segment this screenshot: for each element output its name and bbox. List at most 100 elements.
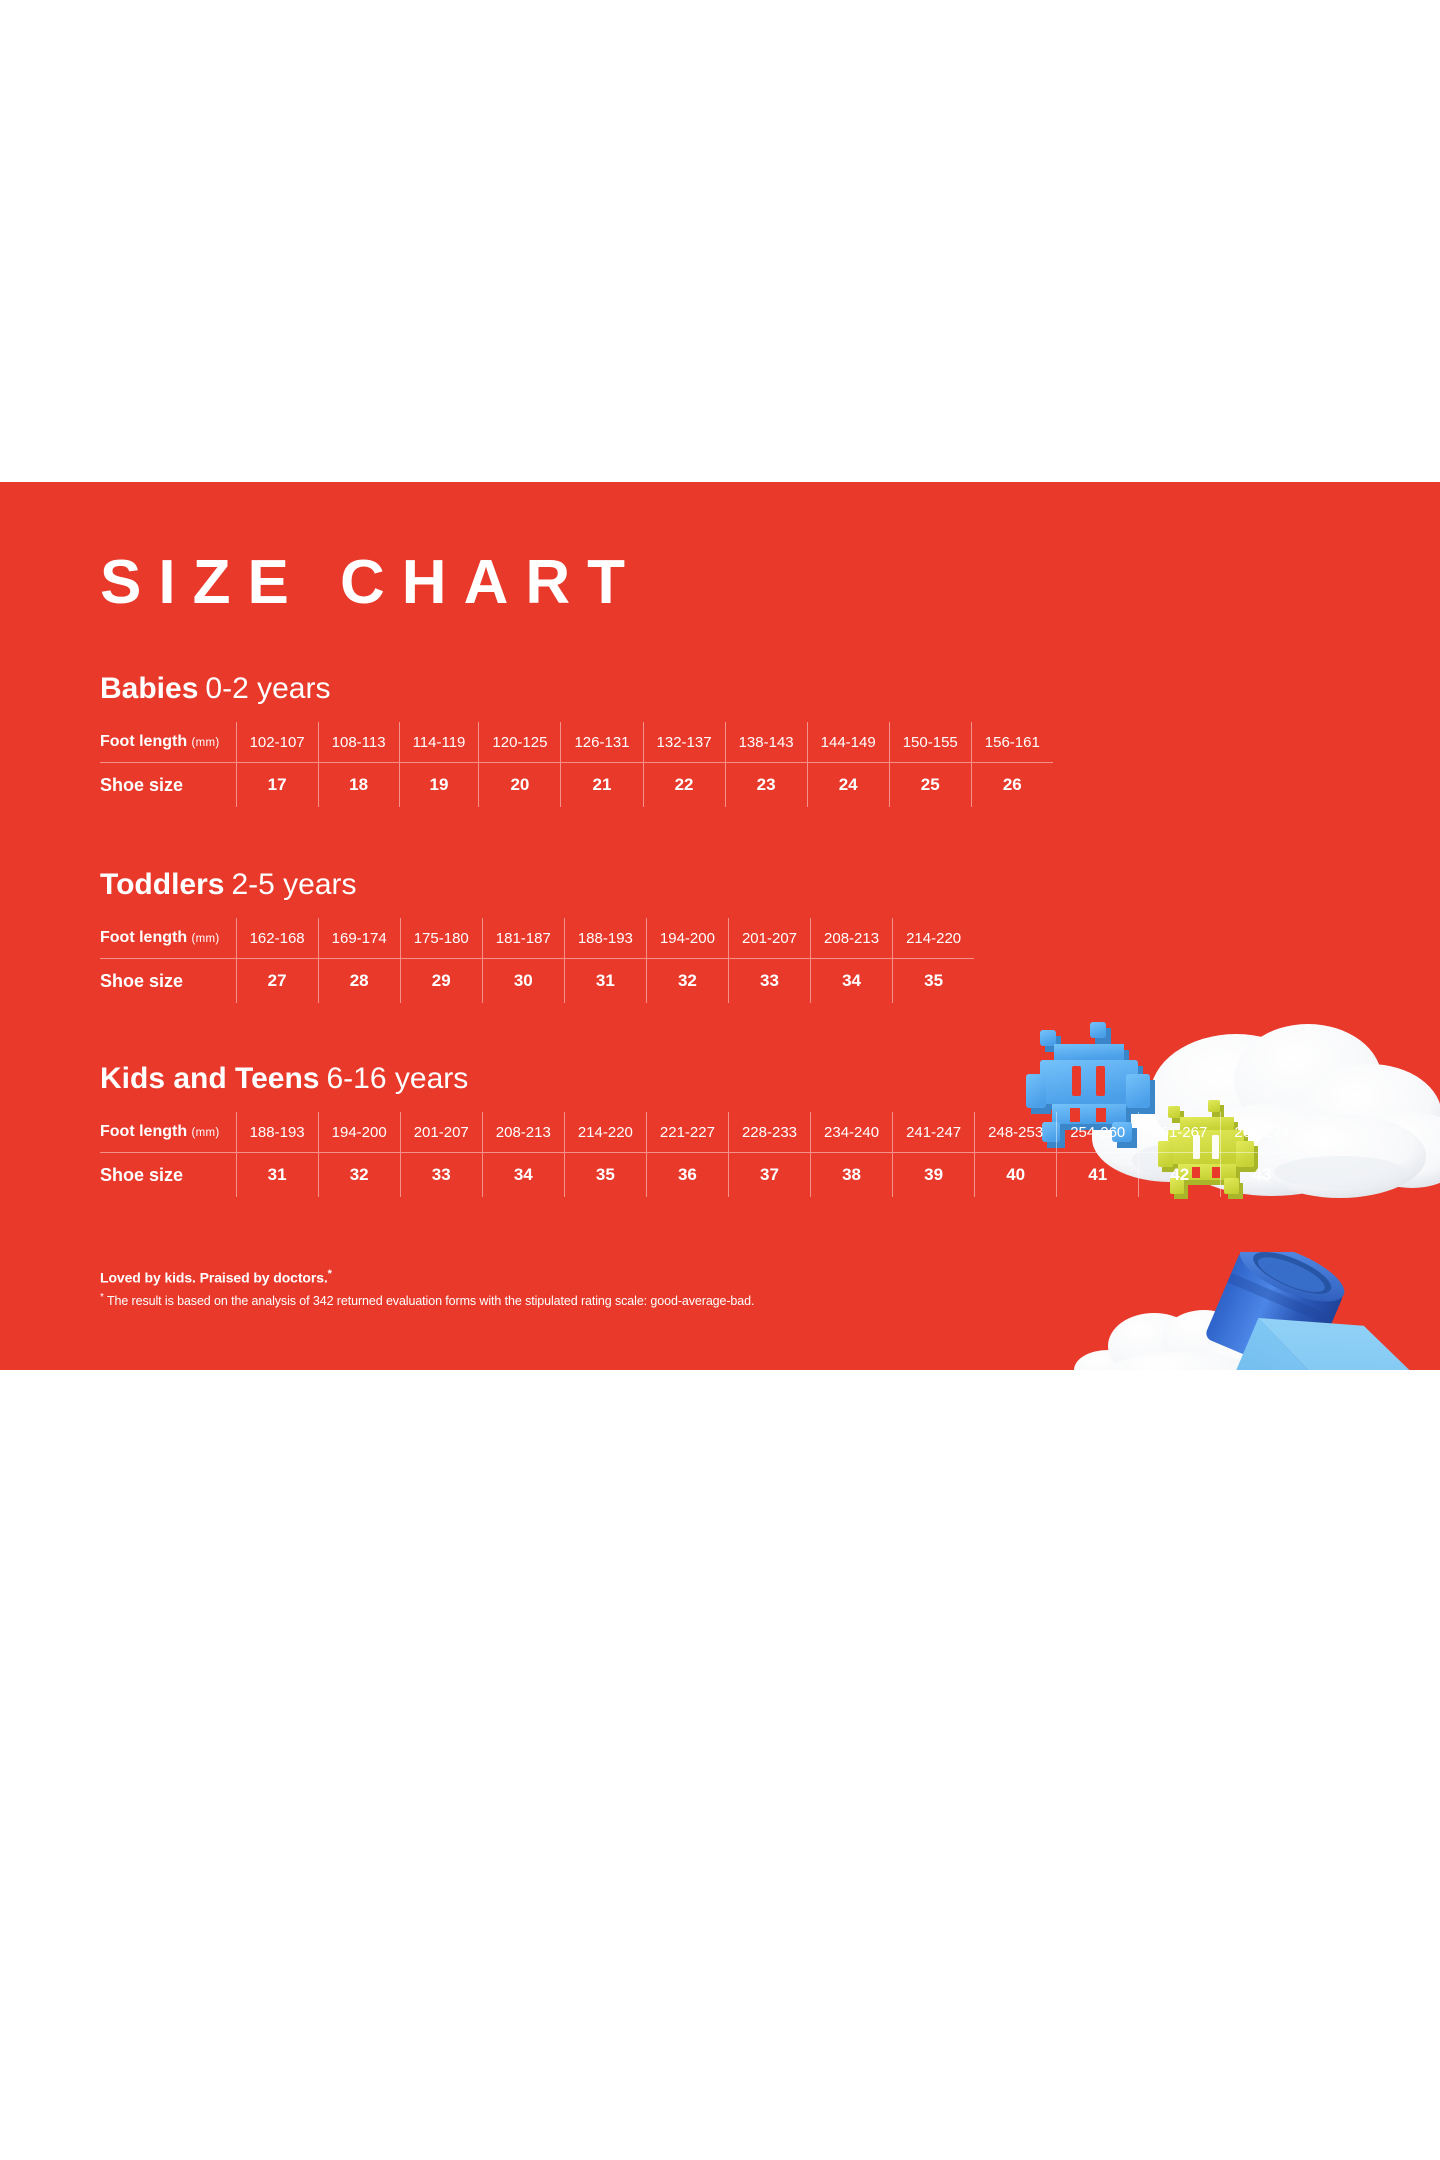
page-title: SIZE CHART: [100, 548, 642, 617]
cell-foot-length: 188-193: [563, 918, 647, 959]
cell-foot-length: 201-207: [727, 918, 811, 959]
cell-foot-length: 201-207: [399, 1112, 483, 1153]
cell-foot-length: 175-180: [399, 918, 483, 959]
cell-foot-length: 102-107: [235, 722, 319, 763]
cell-foot-length: 181-187: [481, 918, 565, 959]
cell-foot-length: 214-220: [892, 918, 975, 959]
footer-claim-asterisk: *: [327, 1268, 332, 1280]
cell-foot-length: 214-220: [563, 1112, 647, 1153]
footer: Loved by kids. Praised by doctors.* * Th…: [100, 1267, 754, 1311]
cell-foot-length: 248-253: [974, 1112, 1057, 1153]
cell-shoe-size: 42: [1138, 1152, 1221, 1197]
footer-note-text: The result is based on the analysis of 3…: [103, 1294, 755, 1308]
cell-foot-length: 169-174: [317, 918, 401, 959]
section-age-range: 0-2 years: [205, 672, 331, 705]
cell-shoe-size: 37: [727, 1152, 811, 1197]
cell-foot-length: 228-233: [727, 1112, 811, 1153]
row-label-foot-length: Foot length (mm): [100, 918, 237, 959]
table-row-foot-length: Foot length (mm) 188-193 194-200 201-207…: [100, 1112, 1303, 1153]
cell-shoe-size: 34: [810, 958, 893, 1003]
cell-foot-length: 208-213: [481, 1112, 565, 1153]
section-heading-kids-and-teens: Kids and Teens 6-16 years: [100, 1064, 1302, 1094]
footer-note-asterisk: *: [100, 1291, 104, 1303]
cell-foot-length: 234-240: [810, 1112, 893, 1153]
cell-foot-length: 138-143: [724, 722, 808, 763]
cell-shoe-size: 31: [235, 1152, 319, 1197]
cell-foot-length: 194-200: [317, 1112, 401, 1153]
cell-shoe-size: 30: [481, 958, 565, 1003]
table-row-foot-length: Foot length (mm) 162-168 169-174 175-180…: [100, 918, 975, 959]
cell-shoe-size: 19: [398, 762, 479, 807]
poster-content: SIZE CHART Babies 0-2 years Foot length (…: [100, 482, 1360, 1370]
section-kids-and-teens: Kids and Teens 6-16 years Foot length (mm…: [100, 1064, 1303, 1197]
section-babies: Babies 0-2 years Foot length (mm) 102-107…: [100, 674, 1053, 807]
cell-shoe-size: 41: [1056, 1152, 1139, 1197]
cell-foot-length: 120-125: [478, 722, 561, 763]
cell-shoe-size: 31: [563, 958, 647, 1003]
foot-length-unit: (mm): [191, 737, 220, 749]
row-label-shoe-size: Shoe size: [100, 1164, 184, 1185]
section-toddlers: Toddlers 2-5 years Foot length (mm) 162-1…: [100, 870, 975, 1003]
size-table-toddlers: Foot length (mm) 162-168 169-174 175-180…: [100, 918, 975, 1003]
cell-foot-length: 241-247: [892, 1112, 975, 1153]
cell-foot-length: 188-193: [235, 1112, 319, 1153]
size-table-kids-and-teens: Foot length (mm) 188-193 194-200 201-207…: [100, 1112, 1303, 1197]
cell-shoe-size: 39: [892, 1152, 975, 1197]
cell-shoe-size: 33: [399, 1152, 483, 1197]
table-row-foot-length: Foot length (mm) 102-107 108-113 114-119…: [100, 722, 1053, 763]
section-age-range: 6-16 years: [326, 1062, 469, 1095]
cell-foot-length: 132-137: [642, 722, 726, 763]
cell-shoe-size: 35: [563, 1152, 647, 1197]
footer-claim: Loved by kids. Praised by doctors.*: [100, 1267, 754, 1287]
cell-foot-length: 156-161: [970, 722, 1053, 763]
footer-claim-text: Loved by kids. Praised by doctors.: [100, 1269, 328, 1286]
cell-shoe-size: 35: [892, 958, 975, 1003]
section-group-name: Babies: [100, 672, 199, 705]
row-label-shoe-size: Shoe size: [100, 970, 184, 991]
cell-shoe-size: 38: [810, 1152, 893, 1197]
cell-foot-length: 144-149: [806, 722, 890, 763]
cell-foot-length: 268-274: [1220, 1112, 1303, 1153]
cell-foot-length: 126-131: [560, 722, 644, 763]
cell-shoe-size: 21: [560, 762, 644, 807]
table-row-shoe-size: Shoe size 27 28 29 30 31 32 33 34 35: [100, 958, 975, 1003]
cell-shoe-size: 20: [478, 762, 561, 807]
foot-length-label: Foot length: [100, 929, 188, 946]
cell-shoe-size: 22: [642, 762, 726, 807]
foot-length-unit: (mm): [191, 933, 220, 945]
cell-shoe-size: 23: [724, 762, 808, 807]
cell-foot-length: 208-213: [810, 918, 893, 959]
cell-shoe-size: 18: [317, 762, 400, 807]
cell-shoe-size: 34: [481, 1152, 565, 1197]
cell-foot-length: 254-260: [1056, 1112, 1139, 1153]
section-age-range: 2-5 years: [231, 868, 357, 901]
cell-foot-length: 150-155: [888, 722, 972, 763]
cell-shoe-size: 32: [645, 958, 729, 1003]
row-label-shoe-size: Shoe size: [100, 774, 184, 795]
table-row-shoe-size: Shoe size 17 18 19 20 21 22 23 24 25 26: [100, 762, 1053, 807]
section-heading-toddlers: Toddlers 2-5 years: [100, 870, 974, 900]
foot-length-unit: (mm): [191, 1127, 220, 1139]
section-group-name: Toddlers: [100, 868, 225, 901]
cell-shoe-size: 32: [317, 1152, 401, 1197]
cell-shoe-size: 17: [235, 762, 319, 807]
cell-shoe-size: 40: [974, 1152, 1057, 1197]
cell-shoe-size: 26: [970, 762, 1053, 807]
foot-length-label: Foot length: [100, 1123, 188, 1140]
footer-note: * The result is based on the analysis of…: [100, 1291, 754, 1311]
size-chart-poster: SIZE CHART Babies 0-2 years Foot length (…: [0, 482, 1440, 1370]
cell-shoe-size: 28: [317, 958, 401, 1003]
cell-shoe-size: 27: [235, 958, 319, 1003]
cell-shoe-size: 33: [727, 958, 811, 1003]
cell-foot-length: 114-119: [398, 722, 479, 763]
cell-shoe-size: 24: [806, 762, 890, 807]
cell-foot-length: 162-168: [235, 918, 319, 959]
table-row-shoe-size: Shoe size 31 32 33 34 35 36 37 38 39 40 …: [100, 1152, 1303, 1197]
foot-length-label: Foot length: [100, 733, 188, 750]
section-heading-babies: Babies 0-2 years: [100, 674, 1053, 704]
row-label-foot-length: Foot length (mm): [100, 722, 237, 763]
cell-shoe-size: 43: [1220, 1152, 1303, 1197]
cell-foot-length: 221-227: [645, 1112, 729, 1153]
cell-shoe-size: 36: [645, 1152, 729, 1197]
